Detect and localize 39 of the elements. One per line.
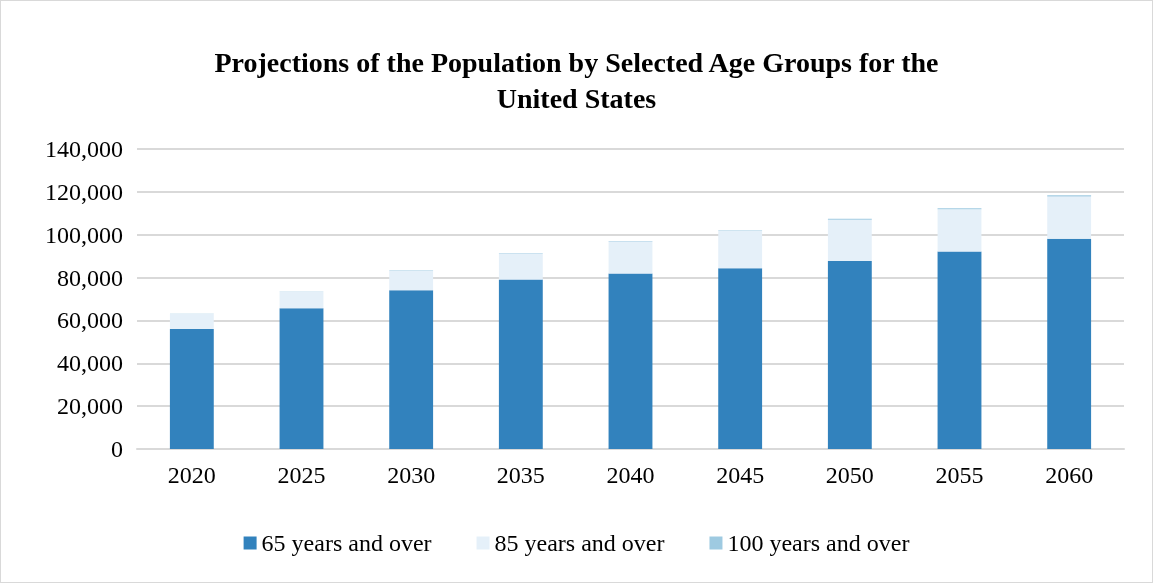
bar xyxy=(389,270,434,291)
bar xyxy=(718,268,763,449)
y-tick-label: 40,000 xyxy=(57,350,123,377)
bar xyxy=(937,209,982,252)
bar xyxy=(279,308,324,449)
x-tick-label: 2040 xyxy=(606,462,655,488)
bar xyxy=(169,314,214,329)
y-tick-label: 140,000 xyxy=(45,136,123,162)
bar xyxy=(169,329,214,449)
y-tick-label: 0 xyxy=(111,436,123,462)
x-tick-label: 2050 xyxy=(825,462,874,488)
legend-label: 100 years and over xyxy=(727,530,910,556)
bar xyxy=(608,241,653,274)
bar xyxy=(1047,196,1092,239)
x-tick-label: 2035 xyxy=(496,462,545,488)
bar xyxy=(937,251,982,449)
x-tick-label: 2060 xyxy=(1045,462,1094,488)
bar xyxy=(498,279,543,449)
y-tick-label: 100,000 xyxy=(45,221,123,248)
x-tick-label: 2045 xyxy=(716,462,765,488)
bar xyxy=(1047,238,1092,449)
legend-label: 65 years and over xyxy=(261,530,432,556)
chart-title: Projections of the Population by Selected Age Groups for the United States xyxy=(214,46,939,114)
bar xyxy=(608,273,653,449)
y-tick-label: 120,000 xyxy=(45,178,123,205)
y-tick-label: 80,000 xyxy=(57,264,123,291)
bar xyxy=(498,253,543,280)
bar xyxy=(389,290,434,449)
bar xyxy=(718,231,763,269)
x-tick-label: 2030 xyxy=(387,462,436,488)
bar xyxy=(827,219,872,262)
bar xyxy=(827,261,872,449)
x-tick-label: 2055 xyxy=(935,462,984,488)
x-tick-label: 2020 xyxy=(167,462,216,488)
bar xyxy=(279,291,324,309)
legend-label: 85 years and over xyxy=(494,530,665,556)
x-tick-label: 2025 xyxy=(277,462,326,488)
y-tick-label: 60,000 xyxy=(57,307,123,334)
y-tick-label: 20,000 xyxy=(57,393,123,420)
